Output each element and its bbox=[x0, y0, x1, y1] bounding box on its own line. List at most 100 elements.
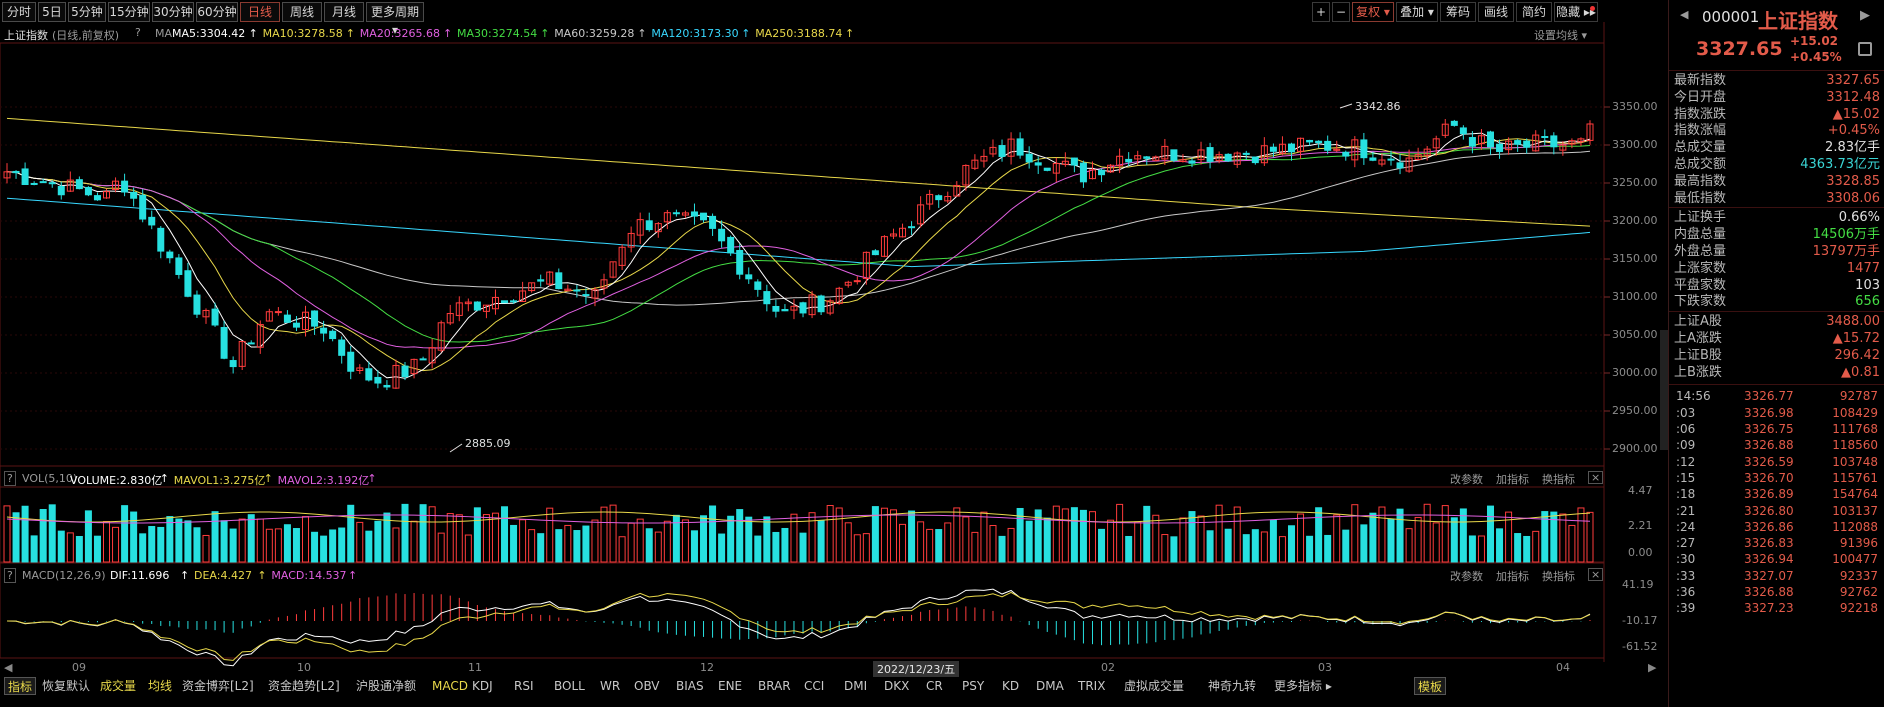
x-tick: 11 bbox=[468, 661, 482, 674]
indicator-tab[interactable]: KDJ bbox=[472, 679, 493, 693]
indicator-control[interactable]: 换指标 bbox=[1542, 473, 1575, 486]
indicator-tab[interactable]: KD bbox=[1002, 679, 1020, 693]
tick-row: 14:56 3326.77 92787 bbox=[1672, 388, 1882, 405]
indicator-control[interactable]: 加指标 bbox=[1496, 473, 1529, 486]
chart-icon[interactable] bbox=[1858, 42, 1872, 56]
vol-help-icon[interactable]: ? bbox=[4, 471, 16, 486]
period-tab[interactable]: 5日 bbox=[38, 2, 66, 22]
macd-y-tick: -61.52 bbox=[1622, 640, 1658, 653]
vol-y-tick: 0.00 bbox=[1628, 546, 1653, 559]
tool-button[interactable]: 叠加 ▾ bbox=[1396, 2, 1438, 22]
volume-bar bbox=[193, 527, 201, 563]
candle-body bbox=[1477, 135, 1485, 145]
indicator-tab[interactable]: TRIX bbox=[1078, 679, 1106, 693]
period-tab[interactable]: 5分钟 bbox=[68, 2, 106, 22]
indicator-tab[interactable]: 神奇九转 bbox=[1208, 679, 1257, 693]
indicator-tab[interactable]: 成交量 bbox=[100, 679, 137, 693]
panel-toggle-icon[interactable]: ▶ bbox=[1860, 8, 1870, 23]
indicator-tab[interactable]: PSY bbox=[962, 679, 985, 693]
ma-settings-button[interactable]: 设置均线 ▾ bbox=[1534, 29, 1588, 42]
indicator-tab[interactable]: BRAR bbox=[758, 679, 791, 693]
candle-body bbox=[663, 212, 671, 223]
volume-bar bbox=[1306, 535, 1314, 563]
candle-body bbox=[148, 216, 156, 226]
candle-body bbox=[501, 300, 509, 304]
volume-bar bbox=[998, 535, 1006, 563]
volume-bar bbox=[799, 532, 807, 563]
period-tab[interactable]: 更多周期 ▾ bbox=[366, 2, 424, 37]
candle-body bbox=[473, 301, 481, 311]
period-tab[interactable]: 15分钟 bbox=[108, 2, 150, 22]
kline-chart[interactable]: 3342.86 2885.09 bbox=[0, 22, 1668, 682]
candle-body bbox=[1197, 149, 1205, 161]
indicator-tab[interactable]: DKX bbox=[884, 679, 910, 693]
panel-scroll-icon[interactable]: ◀ bbox=[1680, 8, 1689, 21]
quote-value: ▲15.72 bbox=[1832, 331, 1880, 346]
arrow-icon: ↑ bbox=[637, 27, 647, 40]
tool-button[interactable]: 画线 bbox=[1478, 2, 1514, 22]
volume-bar bbox=[66, 532, 74, 563]
volume-bar bbox=[184, 520, 192, 563]
candle-body bbox=[1098, 169, 1106, 176]
period-tab[interactable]: 周线 bbox=[282, 2, 322, 22]
period-tab[interactable]: 30分钟 bbox=[152, 2, 194, 22]
tool-button[interactable]: 复权 ▾ bbox=[1352, 2, 1394, 22]
tool-button[interactable]: 筹码 bbox=[1440, 2, 1476, 22]
indicator-tab[interactable]: 均线 bbox=[148, 679, 173, 693]
scroll-left-icon[interactable]: ◀ bbox=[4, 661, 13, 674]
indicator-tab[interactable]: OBV bbox=[634, 679, 660, 693]
period-tab[interactable]: 60分钟 bbox=[196, 2, 238, 22]
period-tab[interactable]: 月线 bbox=[324, 2, 364, 22]
candle-body bbox=[265, 311, 273, 322]
indicator-tab[interactable]: 模板 bbox=[1414, 677, 1447, 695]
indicator-tab[interactable]: 指标 bbox=[4, 677, 37, 695]
panel-collapse-handle[interactable] bbox=[1660, 330, 1668, 450]
candle-body bbox=[1025, 153, 1033, 163]
indicator-control[interactable]: 改参数 bbox=[1450, 473, 1483, 486]
indicator-tab[interactable]: DMA bbox=[1036, 679, 1064, 693]
indicator-tab[interactable]: MACD bbox=[432, 679, 468, 693]
indicator-tab[interactable]: CCI bbox=[804, 679, 825, 693]
indicator-tab[interactable]: RSI bbox=[514, 679, 534, 693]
legend-item: MA250:3188.74 bbox=[755, 27, 843, 40]
dea-line bbox=[6, 591, 1591, 661]
indicator-tab[interactable]: DMI bbox=[844, 679, 868, 693]
volume-bar bbox=[790, 513, 798, 563]
candle-body bbox=[718, 228, 726, 242]
candle-body bbox=[1088, 169, 1096, 180]
candle-body bbox=[121, 180, 129, 193]
candle-body bbox=[57, 186, 65, 196]
indicator-tab[interactable]: 沪股通净额 bbox=[356, 679, 417, 693]
indicator-tab[interactable]: CR bbox=[926, 679, 943, 693]
macd-help-icon[interactable]: ? bbox=[4, 568, 16, 583]
indicator-tab[interactable]: 资金博弈[L2] bbox=[182, 679, 254, 693]
indicator-tab[interactable]: ENE bbox=[718, 679, 743, 693]
indicator-control[interactable]: 换指标 bbox=[1542, 570, 1575, 583]
period-tab[interactable]: 分时 bbox=[2, 2, 36, 22]
help-icon[interactable]: ? bbox=[135, 26, 141, 39]
indicator-tab[interactable]: BOLL bbox=[554, 679, 585, 693]
tool-button[interactable]: 隐藏 ▸▸ bbox=[1554, 2, 1598, 22]
arrow-icon: ↑ bbox=[741, 27, 751, 40]
indicator-tab[interactable]: 资金趋势[L2] bbox=[268, 679, 340, 693]
scroll-right-icon[interactable]: ▶ bbox=[1648, 661, 1657, 674]
y-tick: 3250.00 bbox=[1612, 176, 1658, 189]
indicator-tab[interactable]: WR bbox=[600, 679, 621, 693]
tool-button[interactable]: 简约 bbox=[1516, 2, 1552, 22]
indicator-control[interactable]: 加指标 bbox=[1496, 570, 1529, 583]
tool-button[interactable]: − bbox=[1332, 2, 1350, 22]
close-icon[interactable]: × bbox=[1588, 568, 1604, 581]
indicator-tab[interactable]: 虚拟成交量 bbox=[1124, 679, 1185, 693]
indicator-tab[interactable]: 更多指标 ▸ bbox=[1274, 679, 1332, 693]
period-tab[interactable]: 日线 bbox=[240, 2, 280, 22]
candle-body bbox=[202, 309, 210, 318]
quote-value: 0.66% bbox=[1838, 210, 1880, 226]
indicator-tab[interactable]: BIAS bbox=[676, 679, 704, 693]
candle-body bbox=[338, 339, 346, 356]
tick-price: 3326.83 bbox=[1744, 536, 1794, 551]
indicator-tab[interactable]: 恢复默认 bbox=[42, 679, 91, 693]
close-icon[interactable]: × bbox=[1588, 471, 1604, 484]
tool-button[interactable]: + bbox=[1312, 2, 1330, 22]
indicator-control[interactable]: 改参数 bbox=[1450, 570, 1483, 583]
candle-body bbox=[482, 304, 490, 312]
